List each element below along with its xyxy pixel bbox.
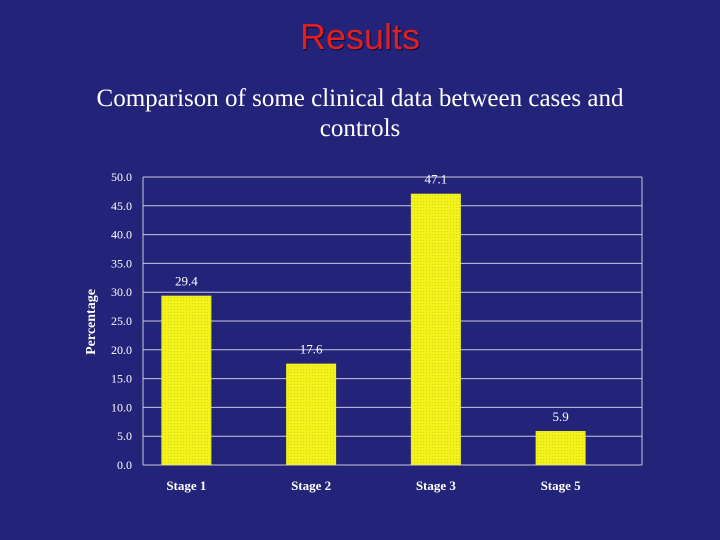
data-labels: 29.4 17.6 47.1 5.9 [175, 172, 569, 424]
gridlines [142, 176, 643, 466]
data-label: 17.6 [300, 342, 323, 357]
y-tick-label: 5.0 [117, 429, 132, 443]
y-axis-ticks: 0.0 5.0 10.0 15.0 20.0 25.0 30.0 35.0 40.0 45.0 50… [111, 170, 132, 472]
x-axis-categories: Stage 1 Stage 2 Stage 3 Stage 5 [166, 478, 581, 493]
y-tick-label: 50.0 [111, 170, 132, 184]
bars [161, 193, 586, 466]
bar [286, 363, 337, 465]
x-category-label: Stage 5 [541, 478, 582, 493]
y-tick-label: 40.0 [111, 228, 132, 242]
y-axis-label: Percentage [84, 289, 99, 355]
y-tick-label: 10.0 [111, 400, 132, 414]
chart-subtitle: Comparison of some clinical data between… [96, 85, 624, 142]
bar [161, 295, 212, 465]
data-label: 5.9 [553, 409, 569, 424]
bar [410, 193, 461, 466]
y-tick-label: 30.0 [111, 285, 132, 299]
data-label: 47.1 [425, 172, 448, 187]
y-tick-label: 15.0 [111, 372, 132, 386]
data-label: 29.4 [175, 274, 198, 289]
x-category-label: Stage 2 [291, 478, 331, 493]
y-tick-label: 35.0 [111, 256, 132, 270]
y-tick-label: 25.0 [111, 314, 132, 328]
y-tick-label: 20.0 [111, 343, 132, 357]
x-category-label: Stage 3 [416, 478, 457, 493]
x-category-label: Stage 1 [166, 478, 206, 493]
slide-title: Results [299, 16, 421, 57]
y-tick-label: 45.0 [111, 199, 132, 213]
bar [535, 431, 586, 465]
y-tick-label: 0.0 [117, 458, 132, 472]
